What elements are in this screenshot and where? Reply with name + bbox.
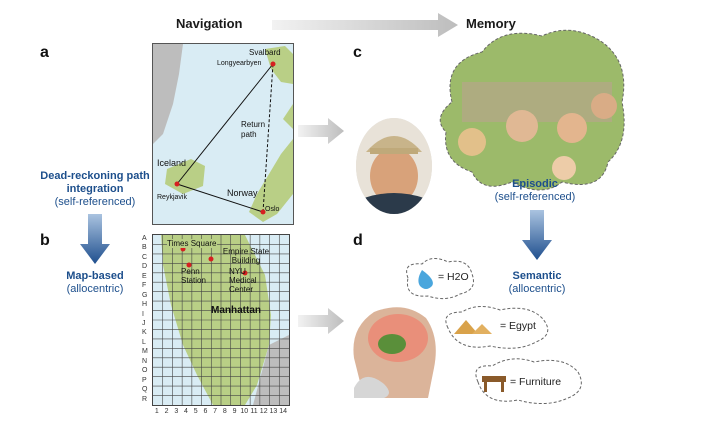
reykjavik-label: Reykjavik: [157, 194, 187, 201]
grid-column-label: 2: [164, 408, 169, 415]
episodic-portrait: [356, 118, 432, 214]
grid-column-label: 13: [269, 408, 278, 415]
water-cloud-text: = H2O: [438, 271, 469, 283]
grid-row-label: F: [142, 282, 147, 290]
furniture-cloud: [475, 358, 582, 404]
grid-row-label: L: [142, 338, 146, 346]
navigation-header: Navigation: [176, 16, 243, 31]
grid-row-label: P: [142, 376, 147, 384]
longyearbyen-label: Longyearbyen: [217, 60, 262, 67]
grid-row-label: K: [142, 329, 147, 337]
grid-column-label: 8: [222, 408, 227, 415]
penn-station-label: Penn Station: [181, 267, 206, 285]
grid-column-label: 7: [213, 408, 218, 415]
grid-column-label: 6: [203, 408, 208, 415]
memory-header: Memory: [466, 16, 516, 31]
water-drop-icon: [418, 270, 433, 289]
table-icon: [482, 376, 506, 382]
water-cloud: [406, 258, 474, 300]
panel-letter-d: d: [353, 232, 363, 249]
grid-column-label: 4: [184, 408, 188, 415]
return-path-label: Return path: [241, 120, 266, 139]
iceland-label: Iceland: [157, 158, 187, 168]
map-a-scandinavia: Svalbard Longyearbyen Return path Icelan…: [152, 43, 294, 225]
manhattan-grid-graphic: [153, 235, 289, 405]
manhattan-grid-frame: Times Square Empire State Building Penn …: [152, 234, 290, 406]
grid-row-label: C: [142, 253, 148, 261]
grid-column-label: 11: [250, 408, 258, 415]
grid-column-label: 5: [193, 408, 198, 415]
navigation-to-memory-arrow: [272, 13, 458, 37]
grid-row-label: H: [142, 301, 148, 309]
grid-column-label: 9: [232, 408, 237, 415]
panel-letter-c: c: [353, 44, 362, 61]
grid-row-label: R: [142, 395, 148, 403]
empire-state-label: Empire State Building: [222, 247, 270, 265]
grid-column-label: 10: [240, 408, 249, 415]
grid-column-label: 12: [259, 408, 268, 415]
grid-row-label: B: [142, 244, 147, 252]
right-down-arrow: [522, 210, 552, 260]
dead-reckoning-label: Dead-reckoning path integration: [40, 170, 150, 195]
episodic-memory-cloud: [439, 29, 625, 191]
upper-nav-to-memory-arrow: [298, 118, 344, 144]
manhattan-label: Manhattan: [211, 305, 261, 316]
norway-label: Norway: [227, 188, 258, 198]
grid-row-label: I: [142, 310, 144, 318]
grid-row-label: E: [142, 272, 147, 280]
map-based-label: Map-based: [66, 270, 124, 282]
svalbard-label: Svalbard: [249, 48, 281, 57]
nyu-label: NYU Medical Center: [229, 267, 257, 294]
grid-column-label: 14: [279, 408, 288, 415]
semantic-label: Semantic: [512, 270, 562, 282]
dead-reckoning-sublabel: (self-referenced): [54, 196, 136, 208]
grid-column-label: 1: [154, 408, 159, 415]
oslo-label: Oslo: [265, 206, 280, 213]
grid-row-label: A: [142, 235, 147, 242]
pyramid-icon: [454, 320, 478, 334]
map-a-graphic: [153, 44, 293, 224]
grid-row-label: Q: [142, 386, 148, 394]
lower-nav-to-memory-arrow: [298, 308, 344, 334]
semantic-sublabel: (allocentric): [508, 283, 566, 295]
egypt-cloud: [445, 306, 549, 349]
grid-row-label: G: [142, 291, 148, 299]
furniture-cloud-text: = Furniture: [510, 376, 562, 388]
grid-row-label: D: [142, 263, 148, 271]
map-based-sublabel: (allocentric): [66, 283, 124, 295]
panel-letter-b: b: [40, 232, 50, 249]
grid-row-label: O: [142, 367, 148, 375]
episodic-sublabel: (self-referenced): [494, 191, 576, 203]
grid-row-label: J: [142, 320, 146, 327]
portrait-graphic: [356, 118, 432, 214]
times-square-label: Times Square: [167, 239, 217, 248]
left-down-arrow: [80, 214, 110, 264]
episodic-label: Episodic: [512, 178, 558, 190]
grid-row-label: M: [142, 348, 148, 356]
grid-column-axis: 1 2 3 4 5 6 7 8 9 10 11 12 13 14: [152, 408, 288, 418]
grid-row-label: N: [142, 357, 148, 365]
grid-column-label: 3: [174, 408, 179, 415]
brain-head-figure: [344, 298, 440, 398]
egypt-cloud-text: = Egypt: [500, 320, 536, 332]
panel-letter-a: a: [40, 44, 49, 61]
brain-head-graphic: [344, 298, 440, 398]
map-b-manhattan: Times Square Empire State Building Penn …: [140, 232, 296, 422]
